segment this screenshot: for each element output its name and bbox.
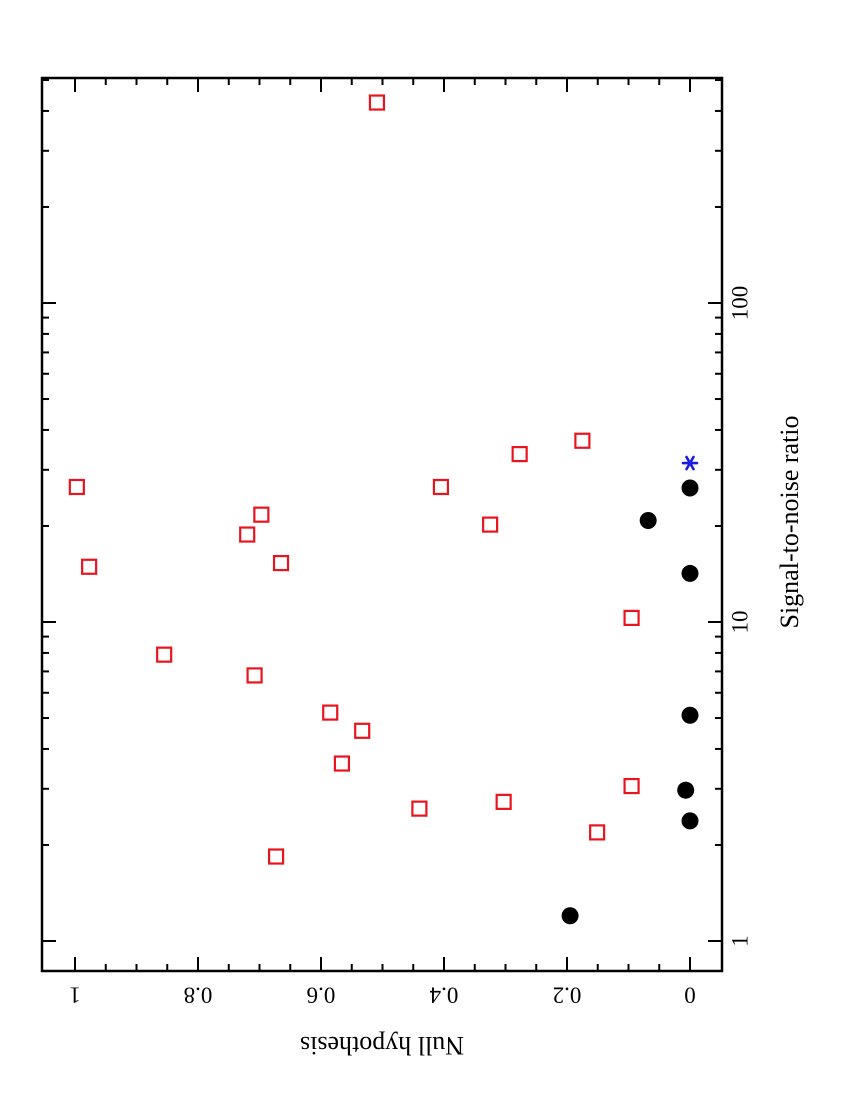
x-tick-label: 0.8 — [184, 983, 213, 1008]
y-tick-label-group: 1 — [727, 935, 752, 947]
y-axis-title: Signal-to-noise ratio — [775, 415, 804, 628]
filled-circle-point — [682, 480, 699, 497]
x-tick-label-group: 0.6 — [307, 983, 336, 1008]
filled-circle-point — [677, 782, 694, 799]
x-tick-label-group: 1 — [69, 983, 81, 1008]
filled-circle-point — [640, 512, 657, 529]
y-tick-label-group: 100 — [727, 286, 752, 321]
x-axis-title: Null hypothesis — [300, 1031, 464, 1060]
x-tick-label: 0.4 — [429, 983, 458, 1008]
filled-circle-point — [682, 565, 699, 582]
y-tick-label: 10 — [727, 611, 752, 634]
y-tick-label: 100 — [727, 286, 752, 321]
y-tick-label: 1 — [727, 935, 752, 947]
x-tick-label-group: 0 — [684, 983, 696, 1008]
x-tick-label: 0 — [684, 983, 696, 1008]
x-tick-label-group: 0.4 — [429, 983, 458, 1008]
filled-circle-point — [682, 812, 699, 829]
filled-circle-point — [562, 907, 579, 924]
x-tick-label-group: 0.2 — [553, 983, 582, 1008]
filled-circle-point — [682, 707, 699, 724]
x-tick-label: 0.6 — [307, 983, 336, 1008]
x-tick-label: 1 — [69, 983, 81, 1008]
x-tick-label-group: 0.8 — [184, 983, 213, 1008]
x-tick-label: 0.2 — [553, 983, 582, 1008]
y-tick-label-group: 10 — [727, 611, 752, 634]
